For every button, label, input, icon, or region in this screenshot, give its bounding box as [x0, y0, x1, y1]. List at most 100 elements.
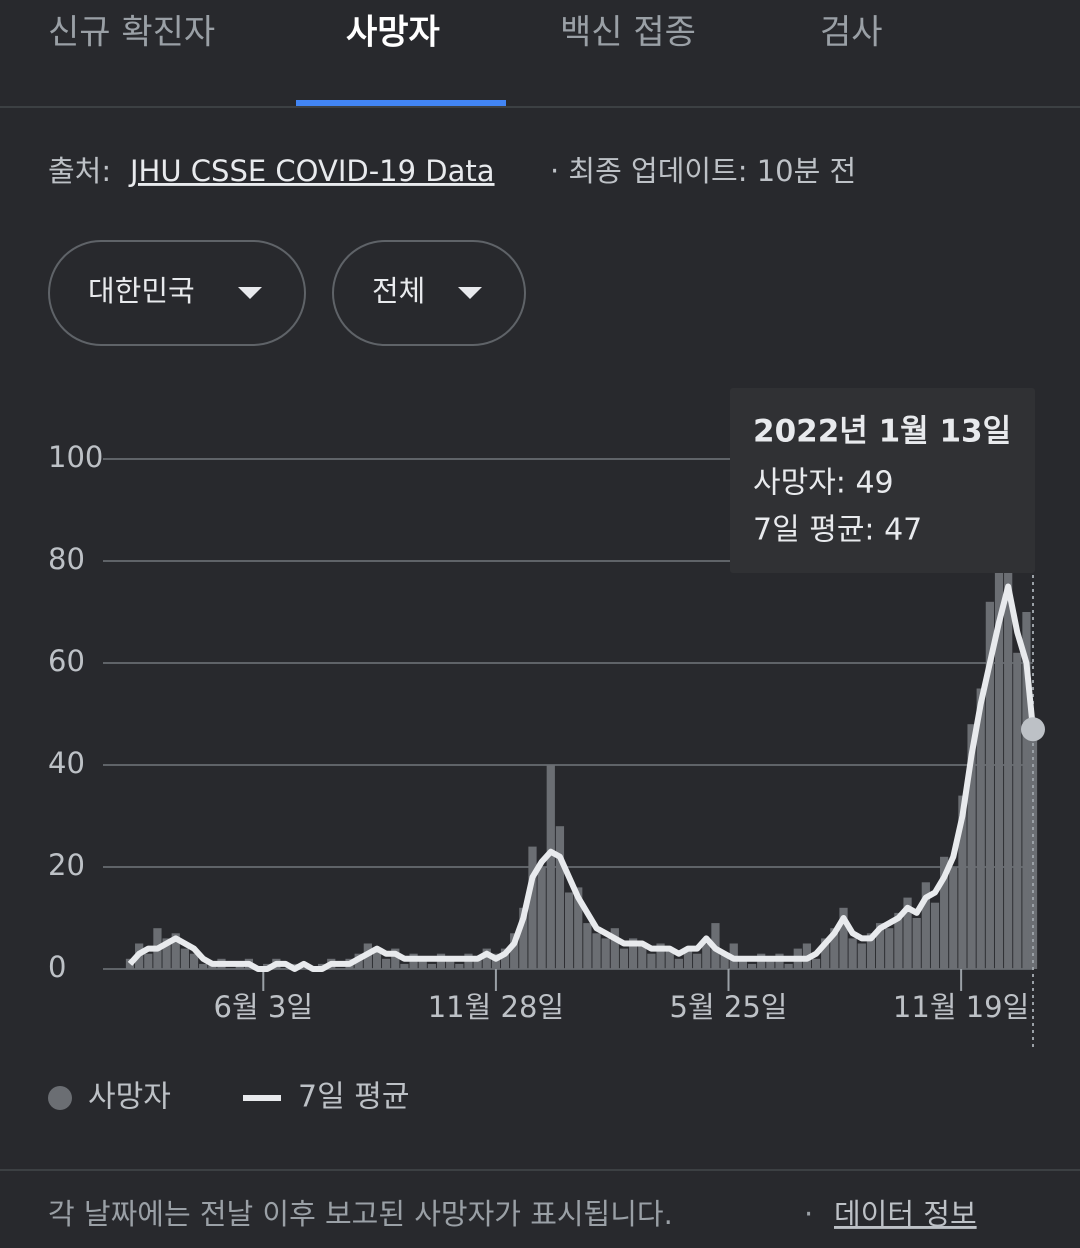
bar	[583, 923, 592, 969]
bar	[866, 933, 876, 969]
bar	[875, 923, 885, 969]
bar	[885, 928, 894, 969]
y-tick-label: 60	[48, 644, 85, 678]
filters: 대한민국 전체	[48, 240, 526, 346]
x-tick-label: 11월 28일	[428, 990, 564, 1024]
bar	[564, 892, 574, 969]
bar	[400, 963, 409, 969]
bar	[985, 601, 994, 969]
bar	[1004, 535, 1013, 969]
source-label: 출처:	[48, 154, 111, 188]
bar	[940, 856, 949, 969]
footer-link[interactable]: 데이터 정보	[834, 1197, 977, 1231]
tooltip-line: 사망자: 49	[753, 466, 894, 501]
bar	[601, 938, 610, 969]
bar	[994, 561, 1004, 969]
bar	[528, 846, 537, 969]
bar	[830, 928, 839, 969]
bar	[473, 958, 482, 969]
bar	[665, 948, 674, 969]
bar	[811, 958, 821, 969]
tab[interactable]: 백신 접종	[560, 13, 696, 53]
legend-marker	[48, 1086, 72, 1110]
bar	[427, 963, 436, 969]
bar	[821, 938, 830, 969]
filter-button[interactable]	[332, 240, 526, 346]
filter-label[interactable]: 대한민국	[88, 274, 195, 308]
tabs: 신규 확진자 사망자 백신 접종 검사	[0, 13, 1080, 108]
bar	[510, 933, 519, 969]
hover-point	[1021, 717, 1045, 742]
divider	[0, 106, 1080, 108]
bar	[180, 948, 190, 969]
source-link[interactable]: JHU CSSE COVID-19 Data	[128, 154, 495, 188]
bar	[903, 897, 912, 969]
bar	[519, 907, 528, 969]
filter-button[interactable]	[48, 240, 306, 346]
bar	[619, 948, 629, 969]
bar	[189, 953, 199, 969]
footer-note: 각 날짜에는 전날 이후 보고된 사망자가 표시됩니다.	[48, 1197, 673, 1231]
y-tick-label: 80	[48, 542, 85, 576]
divider	[0, 1169, 1080, 1171]
dropdown-arrow	[238, 287, 262, 299]
tooltip-box	[730, 388, 1035, 573]
bar	[848, 938, 857, 969]
tab[interactable]: 검사	[820, 13, 883, 53]
bar	[693, 953, 702, 969]
bar	[674, 958, 683, 969]
legend: 사망자 7일 평균	[48, 1080, 409, 1115]
y-tick-label: 40	[48, 746, 85, 780]
bar	[894, 912, 903, 969]
bar	[958, 795, 967, 969]
tab-selected[interactable]: 사망자	[346, 13, 440, 53]
tooltip-date: 2022년 1월 13일	[753, 414, 1011, 450]
bar	[555, 826, 565, 969]
bar	[747, 963, 757, 969]
legend-label: 사망자	[88, 1080, 171, 1115]
bar	[738, 958, 748, 969]
dropdown-arrow	[458, 287, 482, 299]
bar	[1022, 612, 1031, 969]
bar	[976, 688, 985, 969]
bar	[418, 958, 427, 969]
bar	[546, 765, 555, 969]
bar	[610, 928, 619, 969]
y-tick-label: 0	[48, 950, 66, 984]
x-tick-label: 5월 25일	[670, 990, 788, 1024]
bar	[500, 948, 510, 969]
bar	[683, 948, 693, 969]
bar	[912, 918, 921, 969]
filter-label[interactable]: 전체	[372, 274, 425, 308]
bar	[125, 958, 135, 969]
average-line	[127, 583, 1036, 972]
bar	[784, 963, 793, 969]
bar	[857, 943, 866, 969]
bar	[1028, 719, 1038, 969]
y-tick-label: 20	[48, 848, 85, 882]
bar	[455, 963, 464, 969]
bar	[446, 958, 455, 969]
bar	[702, 943, 711, 969]
bar	[372, 948, 382, 969]
bar	[629, 938, 638, 969]
bar	[537, 867, 546, 969]
bar	[766, 958, 775, 969]
tab[interactable]: 신규 확진자	[48, 13, 215, 53]
bar	[1013, 652, 1022, 969]
updated: · 최종 업데이트: 10분 전	[550, 154, 856, 188]
bar	[921, 882, 930, 969]
bar	[482, 948, 491, 969]
tooltip-line: 7일 평균: 47	[753, 513, 922, 548]
bar	[199, 963, 208, 969]
bar	[162, 938, 171, 969]
bar	[391, 948, 400, 969]
bar	[144, 953, 153, 969]
bar	[647, 953, 656, 969]
footer: 각 날짜에는 전날 이후 보고된 사망자가 표시됩니다. · 데이터 정보	[48, 1197, 977, 1231]
bar	[574, 887, 583, 969]
bar	[592, 933, 601, 969]
bar	[382, 958, 391, 969]
